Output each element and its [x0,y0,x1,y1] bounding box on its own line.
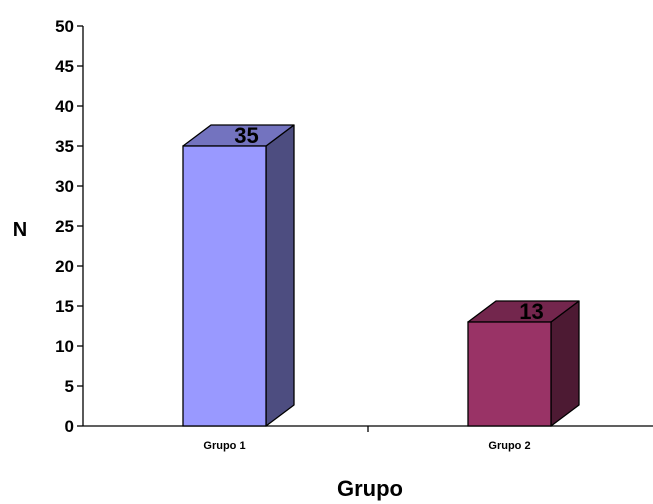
x-axis-title: Grupo [337,476,403,501]
bars: 35 13 [182,123,580,427]
x-axis: Grupo 1 Grupo 2 [83,425,653,452]
bar-front-face [467,321,552,427]
y-tick-label: 30 [55,177,74,196]
y-axis: 0 5 10 15 20 25 30 35 40 45 50 [55,17,84,436]
data-label: 35 [234,123,258,148]
y-tick-label: 15 [55,297,74,316]
y-tick-label: 10 [55,337,74,356]
y-tick-label: 40 [55,97,74,116]
data-label: 13 [519,299,543,324]
y-tick-label: 0 [65,417,74,436]
y-tick-label: 25 [55,217,74,236]
y-tick-label: 35 [55,137,74,156]
x-category-label: Grupo 1 [203,440,245,452]
bar-front-face [182,145,267,427]
y-tick-label: 50 [55,17,74,36]
bar-side-face [265,124,295,427]
bar-1: 35 [182,123,295,427]
x-category-label: Grupo 2 [488,440,530,452]
bar-2: 13 [467,299,580,427]
y-tick-label: 45 [55,57,74,76]
y-tick-label: 20 [55,257,74,276]
bar-side-face [550,300,580,427]
y-tick-label: 5 [65,377,74,396]
y-axis-title: N [13,219,27,241]
